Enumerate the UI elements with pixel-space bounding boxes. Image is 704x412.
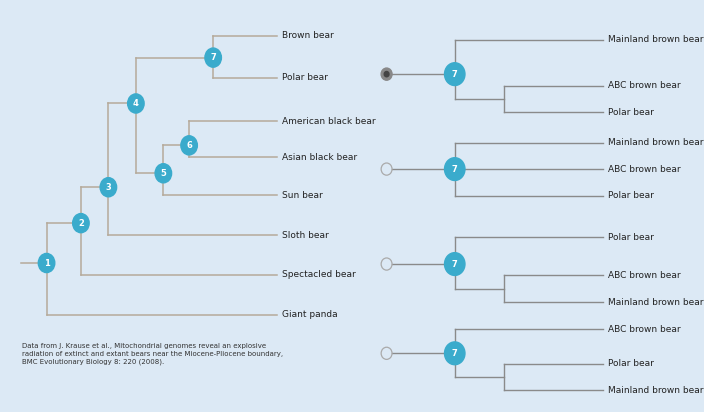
Circle shape [384,71,389,77]
Text: 7: 7 [452,260,458,269]
Circle shape [38,253,55,273]
Text: 3: 3 [106,183,111,192]
Text: Giant panda: Giant panda [282,310,337,319]
Text: 7: 7 [452,164,458,173]
Text: Mainland brown bear: Mainland brown bear [608,386,703,395]
Circle shape [444,253,465,276]
Text: 1: 1 [44,258,49,267]
Text: Sun bear: Sun bear [282,191,322,200]
Text: ABC brown bear: ABC brown bear [608,164,681,173]
Text: Mainland brown bear: Mainland brown bear [608,297,703,307]
Text: 7: 7 [452,349,458,358]
Text: Polar bear: Polar bear [282,73,328,82]
Text: ABC brown bear: ABC brown bear [608,81,681,90]
Circle shape [181,136,197,155]
Text: 7: 7 [210,53,216,62]
Text: American black bear: American black bear [282,117,375,126]
Circle shape [444,342,465,365]
Text: Mainland brown bear: Mainland brown bear [608,35,703,44]
Text: Sloth bear: Sloth bear [282,231,329,240]
Text: Data from J. Krause et al., Mitochondrial genomes reveal an explosive
radiation : Data from J. Krause et al., Mitochondria… [23,343,284,365]
Circle shape [100,178,117,197]
Text: Polar bear: Polar bear [608,108,654,117]
Text: 4: 4 [133,99,139,108]
Text: Brown bear: Brown bear [282,31,334,40]
Text: 2: 2 [78,219,84,227]
Text: ABC brown bear: ABC brown bear [608,325,681,334]
Text: Polar bear: Polar bear [608,359,654,368]
Text: Mainland brown bear: Mainland brown bear [608,138,703,147]
Circle shape [73,213,89,233]
Text: Asian black bear: Asian black bear [282,153,357,162]
Circle shape [127,94,144,113]
Circle shape [444,158,465,180]
Text: 6: 6 [186,141,192,150]
Text: ABC brown bear: ABC brown bear [608,271,681,280]
Text: Polar bear: Polar bear [608,233,654,242]
Text: 7: 7 [452,70,458,79]
Circle shape [381,68,392,80]
Circle shape [205,48,222,67]
Text: Spectacled bear: Spectacled bear [282,270,356,279]
Circle shape [444,63,465,86]
Text: 5: 5 [161,169,166,178]
Circle shape [155,164,172,183]
Text: Polar bear: Polar bear [608,191,654,200]
